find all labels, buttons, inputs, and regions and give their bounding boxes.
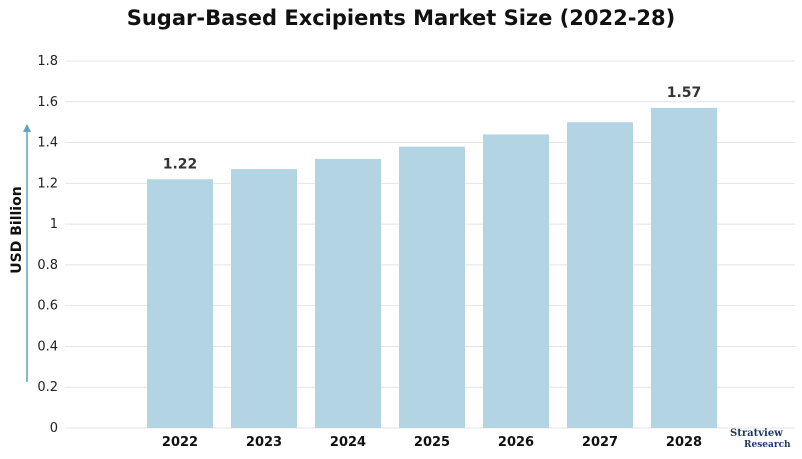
y-tick-labels: 0 0.2 0.4 0.6 0.8 1 1.2 1.4 1.6 1.8	[37, 54, 58, 436]
x-tick-label: 2024	[330, 435, 366, 450]
y-tick-label: 1.4	[37, 136, 58, 151]
y-tick-label: 0.8	[37, 258, 58, 273]
data-label-2022: 1.22	[163, 156, 198, 172]
y-tick-label: 0	[50, 421, 58, 436]
x-tick-label: 2022	[162, 435, 198, 450]
y-axis-arrowhead	[23, 124, 31, 132]
data-label-2028: 1.57	[667, 85, 702, 101]
y-tick-label: 1	[50, 217, 58, 232]
chart-title: Sugar-Based Excipients Market Size (2022…	[126, 6, 676, 30]
data-labels: 1.22 1.57	[163, 85, 702, 172]
y-tick-label: 0.2	[37, 380, 58, 395]
x-tick-label: 2027	[582, 435, 618, 450]
bar-2028	[651, 107, 717, 429]
bar-2024	[315, 158, 381, 428]
bar-2027	[567, 122, 633, 429]
x-tick-label: 2025	[414, 435, 450, 450]
bars	[147, 107, 717, 429]
bar-2023	[231, 169, 297, 429]
y-tick-label: 1.2	[37, 176, 58, 191]
x-tick-label: 2028	[666, 435, 702, 450]
x-tick-label: 2023	[246, 435, 282, 450]
x-tick-labels: 2022 2023 2024 2025 2026 2027 2028	[162, 435, 702, 450]
bar-2025	[399, 146, 465, 428]
y-tick-label: 0.6	[37, 299, 58, 314]
logo-sub: Research	[744, 440, 791, 450]
y-tick-label: 1.8	[37, 54, 58, 69]
logo-name: Stratview	[730, 428, 783, 439]
stratview-logo: Stratview Research	[730, 428, 796, 456]
x-tick-label: 2026	[498, 435, 534, 450]
y-tick-label: 0.4	[37, 339, 58, 354]
bar-2026	[483, 134, 549, 428]
bar-2022	[147, 179, 213, 428]
y-tick-label: 1.6	[37, 95, 58, 110]
